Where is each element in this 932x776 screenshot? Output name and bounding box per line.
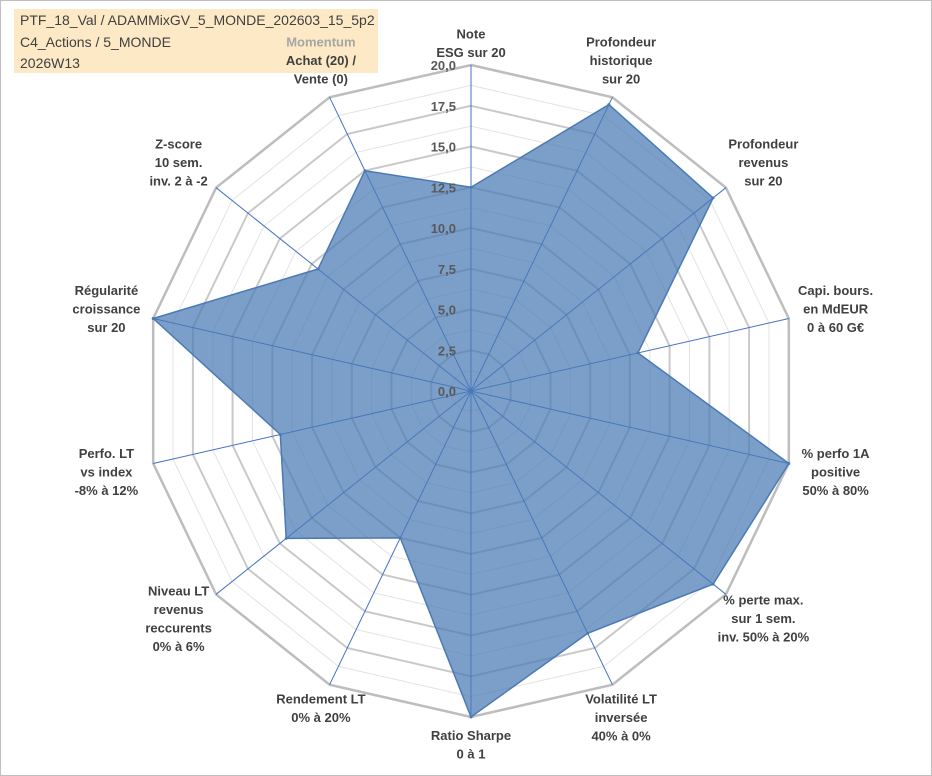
axis-label: Profondeur historique sur 20 (586, 34, 656, 86)
tick-label: 7,5 (438, 262, 456, 277)
data-point (469, 185, 473, 189)
tick-labels: 0,0 2,5 5,0 7,5 10,0 12,5 15,0 17,5 20,0 (431, 58, 456, 399)
data-point (316, 267, 320, 271)
axis-label: % perfo 1A positive 50% à 80% (802, 446, 871, 498)
asset-category: C4_Actions / 5_MONDE (20, 34, 171, 50)
axis-label: Note ESG sur 20 (436, 27, 505, 61)
tick-label: 20,0 (431, 58, 456, 73)
axis-label: Z-score 10 sem. inv. 2 à -2 (149, 136, 207, 188)
axis-label: Régularité croissance sur 20 (72, 283, 140, 335)
data-point (787, 462, 791, 465)
tick-label: 12,5 (431, 180, 456, 195)
data-point (607, 103, 611, 107)
tick-label: 0,0 (438, 384, 456, 399)
tick-label: 10,0 (431, 221, 456, 236)
chart-info-box: PTF_18_Val / ADAMMixGV_5_MONDE_202603_15… (14, 9, 378, 73)
tick-label: 5,0 (438, 303, 456, 318)
data-point (636, 351, 640, 355)
axis-label: Perfo. LT vs index -8% à 12% (75, 446, 139, 498)
data-point (711, 196, 715, 200)
axis-label: Rendement LT 0% à 20% (276, 692, 365, 726)
week-label: 2026W13 (20, 55, 80, 71)
data-point (284, 536, 288, 540)
axis-labels: Note ESG sur 20 Profondeur historique sur 20… (72, 27, 873, 762)
axis-label: Niveau LT revenus reccurents 0% à 6% (145, 583, 211, 654)
tick-label: 17,5 (431, 99, 456, 114)
data-point (586, 631, 590, 635)
tick-label: 15,0 (431, 140, 456, 155)
series-layer (151, 103, 791, 719)
data-point (278, 433, 282, 436)
axis-label: % perte max. sur 1 sem. inv. 50% à 20% (718, 593, 810, 645)
series-area (151, 103, 790, 719)
data-point (711, 582, 715, 586)
tick-label: 2,5 (438, 343, 456, 358)
data-point (151, 317, 155, 320)
portfolio-name: PTF_18_Val / ADAMMixGV_5_MONDE_202603_15… (20, 12, 375, 28)
axis-label: Volatilité LT inversée 40% à 0% (585, 692, 657, 744)
axis-label: Capi. bours. en MdEUR 0 à 60 G€ (798, 283, 873, 335)
axis-label: Profondeur revenus sur 20 (728, 136, 798, 188)
axis-label: Ratio Sharpe 0 à 1 (431, 728, 511, 762)
data-point (469, 715, 473, 719)
data-point (398, 536, 402, 540)
axis-label: Momentum Achat (20) / Vente (0) (286, 34, 356, 86)
data-point (363, 169, 367, 173)
